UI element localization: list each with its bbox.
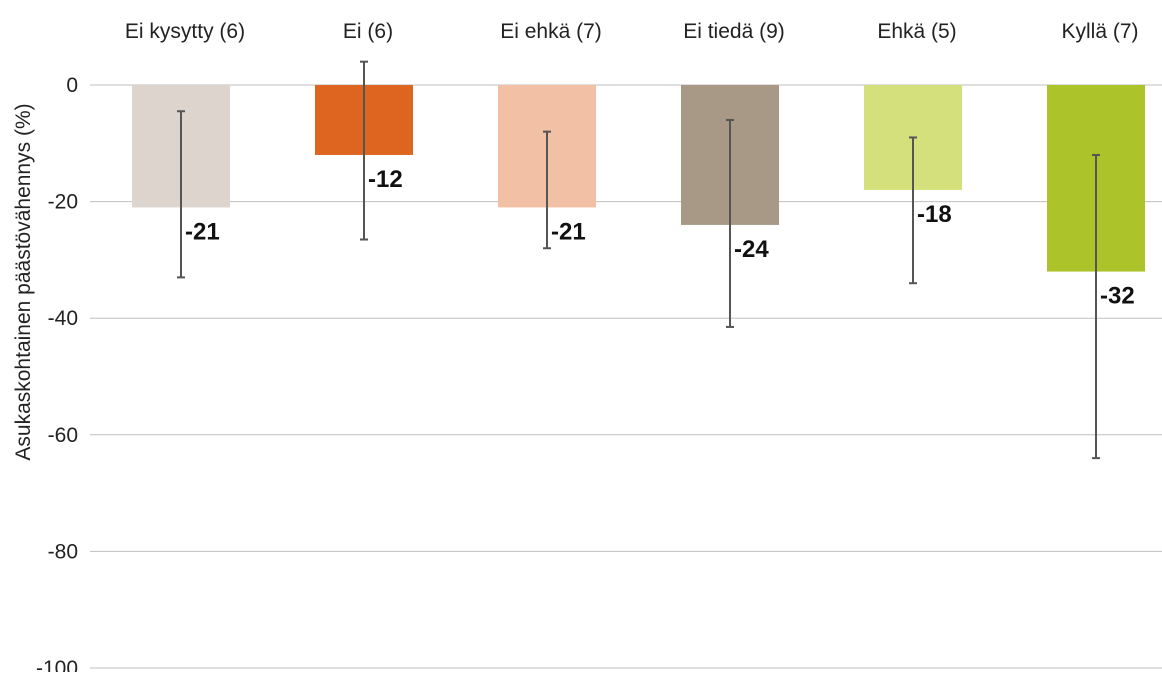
y-axis-title: Asukaskohtainen päästövähennys (%) [12,103,35,460]
data-label: -18 [917,201,952,228]
data-label: -21 [185,218,220,245]
bars [132,85,1145,272]
category-label: Ei (6) [343,20,393,43]
category-label: Ei tiedä (9) [683,20,785,43]
data-label: -24 [734,236,769,263]
category-label: Ei kysytty (6) [125,20,245,43]
data-label: -12 [368,166,403,193]
y-tick-label: -40 [48,307,78,330]
category-labels: Ei kysytty (6) Ei (6) Ei ehkä (7) Ei tiedä … [125,20,1139,43]
gridlines [90,84,1162,669]
y-tick-label: -100 [36,657,78,672]
error-bars [177,60,1100,460]
y-axis-ticks: 0 -20 -40 -60 -80 -100 [36,74,78,677]
y-tick-label: -20 [48,191,78,214]
y-tick-label: -60 [48,424,78,447]
data-label: -21 [551,218,586,245]
category-label: Ei ehkä (7) [500,20,602,43]
data-labels: -21 -12 -21 -24 -18 -32 [185,166,1135,310]
y-tick-label: 0 [66,74,78,97]
category-label: Kyllä (7) [1061,20,1138,43]
y-tick-label: -80 [48,540,78,563]
category-label: Ehkä (5) [877,20,956,43]
data-label: -32 [1100,283,1135,310]
